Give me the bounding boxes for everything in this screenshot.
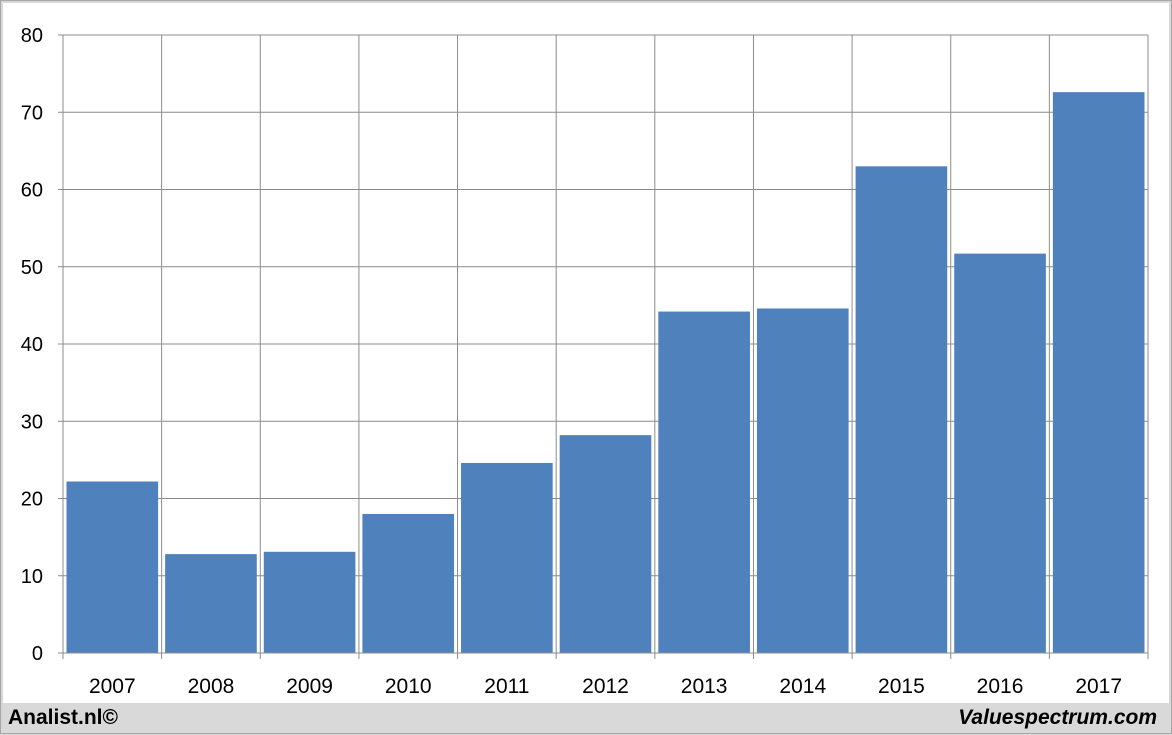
x-tick-label: 2010	[385, 675, 432, 698]
bar-2009	[263, 551, 356, 653]
y-tick-label: 10	[21, 566, 43, 588]
y-tick-label: 40	[21, 334, 43, 356]
x-tick-label: 2015	[878, 675, 925, 698]
y-tick-label: 30	[21, 411, 43, 433]
bar-2007	[66, 481, 159, 653]
y-tick-label: 70	[21, 102, 43, 124]
bar-2012	[559, 435, 652, 653]
bar-2013	[658, 311, 750, 653]
x-tick-label: 2007	[89, 675, 136, 698]
x-tick-label: 2009	[286, 675, 333, 698]
bar-2017	[1052, 92, 1145, 654]
bar-2015	[855, 166, 948, 653]
bar-2011	[461, 462, 553, 653]
x-tick-label: 2017	[1075, 675, 1122, 698]
y-tick-label: 20	[21, 489, 43, 511]
x-tick-label: 2012	[582, 675, 629, 698]
source-credit-left: Analist.nl©	[8, 706, 118, 729]
x-tick-label: 2013	[681, 675, 728, 698]
bar-2014	[756, 308, 849, 653]
x-tick-label: 2014	[779, 675, 826, 698]
bar-2008	[165, 554, 257, 653]
x-tick-label: 2016	[977, 675, 1024, 698]
y-tick-label: 80	[21, 25, 43, 47]
bar-2016	[954, 253, 1046, 653]
source-credit-right: Valuespectrum.com	[958, 706, 1157, 729]
bar-2010	[362, 513, 455, 653]
x-tick-label: 2011	[484, 675, 529, 698]
y-tick-label: 50	[21, 257, 43, 279]
y-tick-label: 60	[21, 180, 43, 202]
y-tick-label: 0	[32, 643, 43, 665]
x-tick-label: 2008	[188, 675, 235, 698]
